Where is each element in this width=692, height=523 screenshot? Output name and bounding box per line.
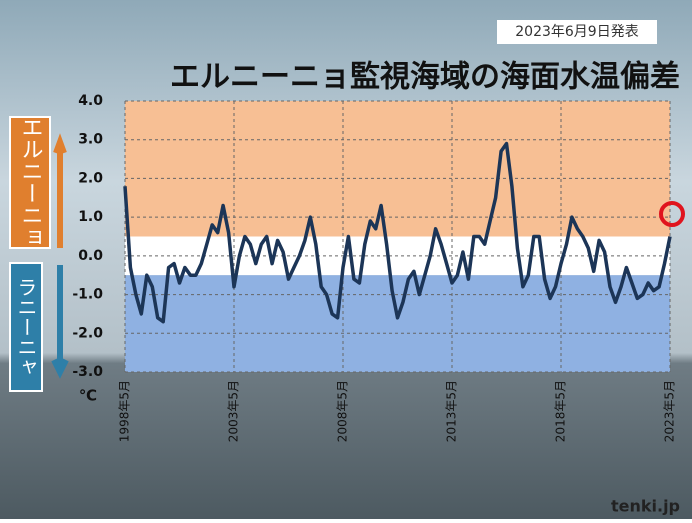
lower-label: ラニーニャ	[14, 277, 38, 377]
y-tick-label: -2.0	[72, 325, 103, 341]
date-note: 2023年6月9日発表	[515, 24, 638, 40]
x-tick-label: 2018年5月	[554, 380, 568, 442]
logo: tenki.jp	[611, 497, 680, 516]
lower-arrow	[51, 265, 69, 379]
y-tick-label: 0.0	[78, 248, 103, 264]
date-box	[497, 20, 657, 44]
x-tick-label: 1998年5月	[118, 380, 132, 442]
highlight-circle	[659, 201, 685, 227]
y-tick-label: -3.0	[72, 364, 103, 380]
band	[125, 275, 670, 372]
band	[125, 101, 670, 237]
upper-label: エルニーニョ	[18, 116, 43, 248]
series-line	[123, 141, 672, 324]
y-tick-label: -1.0	[72, 287, 103, 303]
y-tick-label: 3.0	[78, 132, 103, 148]
x-tick-label: 2003年5月	[227, 380, 241, 442]
upper-box	[9, 116, 51, 249]
y-tick-label: 2.0	[78, 170, 103, 186]
x-tick-label: 2008年5月	[336, 380, 350, 442]
chart-title: エルニーニョ監視海域の海面水温偏差	[170, 60, 680, 95]
upper-arrow	[53, 133, 67, 248]
lower-box	[9, 262, 43, 392]
y-tick-label: 4.0	[78, 93, 103, 109]
y-tick-label: 1.0	[78, 209, 103, 225]
x-tick-label: 2013年5月	[445, 380, 459, 442]
y-unit: ℃	[79, 387, 97, 405]
x-tick-label: 2023年5月	[663, 380, 677, 442]
